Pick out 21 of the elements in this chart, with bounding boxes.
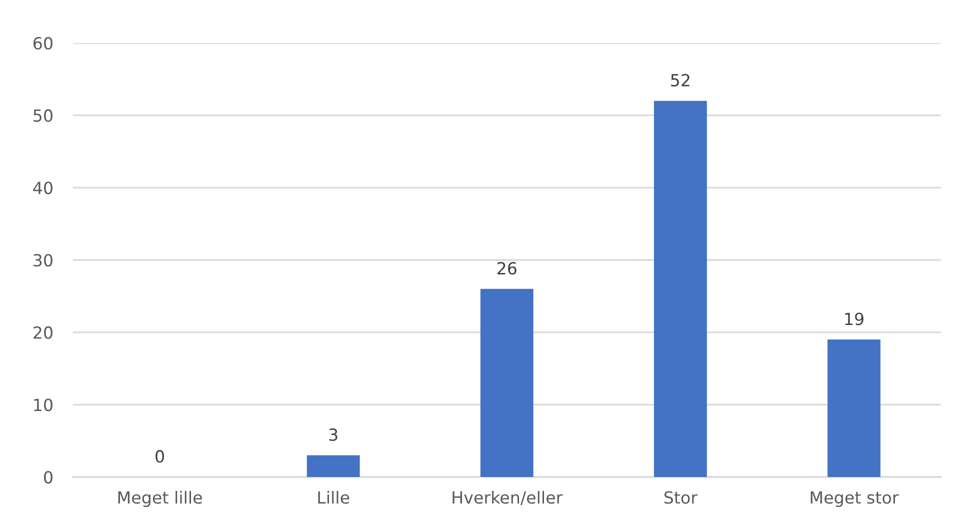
- x-tick-label: Hverken/eller: [452, 490, 563, 506]
- data-label: 3: [329, 428, 338, 441]
- y-tick-label: 30: [34, 254, 52, 267]
- data-label: 26: [497, 262, 516, 275]
- bar: [480, 288, 534, 477]
- y-tick-label: 60: [34, 36, 52, 50]
- y-tick-label: 10: [34, 398, 52, 412]
- x-tick-label: Meget lille: [118, 490, 202, 508]
- data-label: 52: [671, 74, 690, 87]
- bar: [306, 455, 360, 477]
- x-tick-label: Stor: [664, 491, 698, 504]
- y-tick-label: 0: [44, 470, 52, 484]
- x-tick-label: Lille: [318, 490, 350, 504]
- data-label: 0: [156, 450, 164, 463]
- y-tick-label: 20: [34, 326, 52, 339]
- y-tick-label: 50: [34, 109, 52, 122]
- bar: [828, 340, 880, 477]
- x-tick-label: Meget stor: [810, 491, 899, 508]
- bar: [654, 100, 707, 477]
- y-tick-label: 40: [33, 182, 52, 194]
- data-label: 19: [845, 312, 864, 326]
